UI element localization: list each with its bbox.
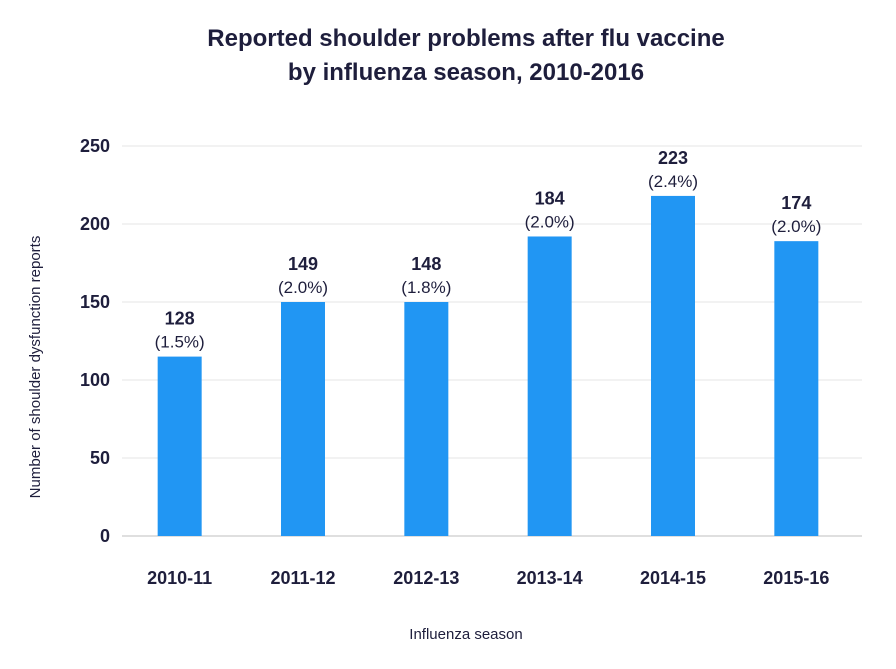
bar-2014-15 [651, 195, 695, 537]
data-label-percent: (2.4%) [648, 172, 698, 191]
data-label-value: 149 [288, 254, 318, 274]
x-tick-label: 2013-14 [517, 568, 583, 588]
x-axis-ticks: 2010-11 2011-12 2012-13 2013-14 2014-15 2015-… [147, 568, 829, 588]
chart-title-line-2: by influenza season, 2010-2016 [288, 59, 644, 86]
data-label-value: 148 [411, 254, 441, 274]
y-tick-label: 100 [80, 370, 110, 390]
data-label-percent: (1.5%) [155, 333, 205, 352]
bar-2012-13 [404, 302, 449, 536]
y-tick-label: 250 [80, 136, 110, 156]
y-tick-label: 0 [100, 526, 110, 546]
data-label-percent: (2.0%) [278, 278, 328, 297]
data-label-percent: (2.0%) [771, 217, 821, 236]
x-tick-label: 2012-13 [393, 568, 459, 588]
bars [157, 195, 819, 537]
x-tick-label: 2010-11 [147, 568, 212, 588]
chart-title-line-1: Reported shoulder problems after flu vac… [207, 25, 724, 52]
data-labels: 128 (1.5%) 149 (2.0%) 148 (1.8%) 184 (2.0%) 223 (… [155, 148, 822, 352]
gridlines [122, 145, 862, 537]
data-label-value: 184 [535, 188, 565, 208]
data-label-value: 174 [781, 193, 811, 213]
y-tick-label: 200 [80, 214, 110, 234]
data-label-value: 223 [658, 148, 688, 168]
x-tick-label: 2011-12 [270, 568, 335, 588]
y-tick-label: 50 [90, 448, 110, 468]
data-label-percent: (1.8%) [401, 278, 451, 297]
y-axis-ticks: 0 50 100 150 200 250 [80, 136, 110, 546]
data-label-value: 128 [165, 309, 195, 329]
bar-2015-16 [774, 241, 819, 536]
bar-2010-11 [157, 356, 202, 536]
y-tick-label: 150 [80, 292, 110, 312]
bar-2013-14 [527, 236, 572, 537]
x-tick-label: 2015-16 [763, 568, 829, 588]
y-axis-label: Number of shoulder dysfunction reports [27, 236, 44, 499]
data-label-percent: (2.0%) [525, 212, 575, 231]
bar-2011-12 [281, 302, 325, 536]
x-axis-label: Influenza season [409, 626, 522, 643]
x-tick-label: 2014-15 [640, 568, 706, 588]
